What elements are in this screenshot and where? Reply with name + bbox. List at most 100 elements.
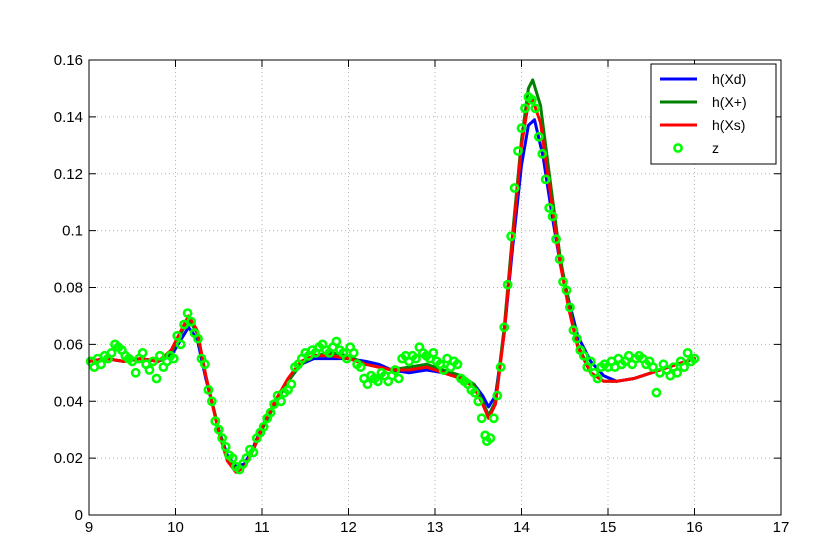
scatter-point — [182, 308, 193, 318]
y-tick-label: 0 — [75, 507, 83, 524]
scatter-point — [506, 231, 516, 242]
scatter-point — [558, 276, 568, 287]
scatter-point — [537, 148, 548, 159]
scatter-point — [151, 373, 162, 384]
legend-label: h(Xd) — [712, 71, 746, 87]
scatter-point — [530, 103, 541, 114]
scatter-point — [411, 353, 421, 364]
scatter-point — [217, 433, 228, 444]
y-tick-label: 0.04 — [54, 393, 83, 410]
scatter-point — [682, 347, 693, 358]
scatter-point — [172, 330, 183, 341]
scatter-point — [199, 359, 210, 370]
scatter-point — [568, 325, 579, 336]
scatter-point — [502, 279, 513, 290]
scatter-point — [362, 379, 373, 390]
scatter-point — [561, 285, 572, 296]
y-tick-label: 0.14 — [54, 109, 83, 126]
x-tick-label: 12 — [340, 519, 357, 536]
scatter-point — [572, 333, 582, 344]
scatter-point — [495, 362, 506, 372]
scatter-point — [106, 347, 117, 358]
scatter-point — [144, 365, 155, 375]
scatter-point — [248, 447, 259, 458]
scatter-point — [210, 416, 221, 427]
scatter-point — [540, 174, 551, 185]
scatter-point — [547, 211, 558, 222]
x-tick-label: 14 — [513, 519, 530, 536]
scatter-point — [651, 387, 662, 398]
scatter-point — [193, 333, 203, 344]
legend-marker-swatch — [673, 143, 683, 153]
scatter-point — [516, 123, 527, 134]
x-tick-label: 10 — [167, 519, 184, 536]
x-tick-label: 16 — [686, 519, 703, 536]
legend-label: h(X+) — [712, 94, 747, 110]
y-tick-label: 0.1 — [62, 223, 83, 240]
scatter-point — [469, 387, 480, 398]
scatter-point — [175, 339, 186, 350]
scatter-point — [148, 356, 158, 367]
scatter-point — [206, 396, 217, 407]
scatter-point — [578, 350, 589, 361]
x-tick-label: 17 — [773, 519, 790, 536]
scatter-point — [565, 302, 575, 313]
scatter-point — [286, 379, 297, 390]
x-tick-label: 11 — [254, 519, 270, 536]
scatter-point — [213, 424, 224, 435]
scatter-point — [672, 367, 683, 378]
scatter-point — [520, 103, 530, 114]
scatter-point — [137, 347, 148, 358]
scatter-point — [689, 353, 700, 364]
scatter-point — [428, 347, 439, 358]
scatter-point — [331, 336, 342, 347]
scatter-point — [393, 373, 404, 384]
scatter-point — [488, 413, 499, 424]
scatter-point — [154, 350, 165, 361]
scatter-point — [513, 146, 523, 156]
scatter-point — [186, 316, 196, 327]
scatter-point — [258, 421, 269, 432]
x-tick-label: 15 — [600, 519, 617, 536]
scatter-point — [648, 362, 658, 372]
scatter-point — [533, 131, 544, 142]
legend: h(Xd) h(X+) h(Xs) z — [650, 63, 777, 165]
scatter-point — [499, 322, 510, 333]
scatter-point — [130, 367, 141, 378]
scatter-point — [554, 254, 565, 264]
y-tick-label: 0.08 — [54, 280, 83, 297]
scatter-point — [485, 433, 496, 444]
scatter-point — [679, 362, 689, 372]
scatter-point — [492, 390, 503, 401]
scatter-point — [168, 353, 179, 364]
y-tick-label: 0.12 — [54, 166, 83, 183]
scatter-point — [348, 347, 359, 358]
legend-box — [650, 63, 777, 165]
scatter-point — [527, 94, 537, 105]
scatter-point — [265, 407, 276, 418]
scatter-point — [390, 365, 401, 375]
y-tick-label: 0.06 — [54, 336, 83, 353]
x-tick-label: 13 — [427, 519, 444, 536]
scatter-point — [551, 234, 561, 245]
scatter-point — [452, 359, 463, 370]
y-tick-label: 0.16 — [54, 52, 83, 69]
legend-label: h(Xs) — [712, 117, 745, 133]
scatter-point — [241, 453, 252, 463]
scatter-point — [341, 353, 352, 364]
scatter-point — [476, 413, 487, 424]
scatter-point — [372, 376, 383, 387]
scatter-point — [473, 396, 484, 407]
scatter-point — [227, 453, 238, 463]
scatter-point — [585, 356, 596, 367]
x-tick-label: 9 — [85, 519, 93, 536]
plot-frame — [88, 59, 782, 516]
scatter-point — [592, 373, 603, 384]
scatter-point — [203, 384, 214, 395]
scatter-point — [96, 359, 106, 370]
tick-labels: 9 10 11 12 13 14 15 16 17 0 0.02 0.04 0.06 0.08 0.1 0.1… — [54, 52, 790, 536]
scatter-point — [355, 362, 366, 372]
y-tick-label: 0.02 — [54, 450, 83, 467]
legend-label: z — [712, 140, 719, 156]
